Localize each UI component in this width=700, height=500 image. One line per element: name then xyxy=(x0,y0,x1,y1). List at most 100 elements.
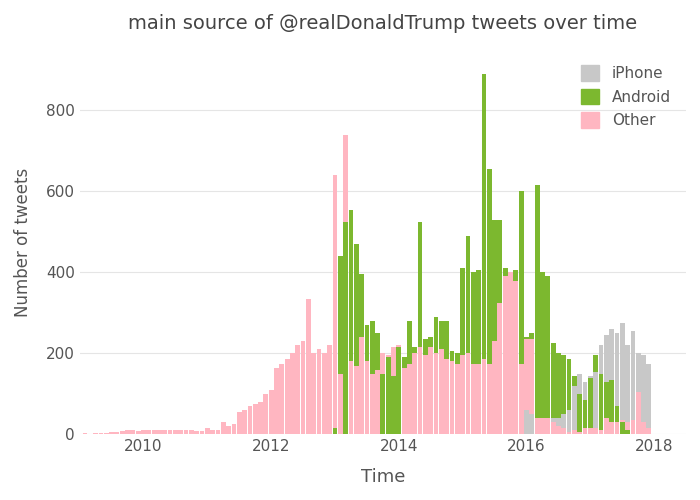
Bar xyxy=(178,430,183,434)
Bar xyxy=(290,354,295,434)
Bar xyxy=(402,358,407,434)
Bar xyxy=(237,412,242,434)
Bar xyxy=(125,430,130,434)
Bar xyxy=(221,422,225,434)
Bar xyxy=(396,348,401,434)
Bar xyxy=(162,430,167,434)
Bar xyxy=(322,354,327,434)
Bar xyxy=(588,378,593,434)
Bar xyxy=(449,362,454,434)
Bar xyxy=(242,410,247,434)
Bar xyxy=(349,210,354,434)
Bar xyxy=(588,376,593,434)
Bar xyxy=(582,382,587,434)
Bar xyxy=(631,331,636,434)
Bar xyxy=(598,430,603,434)
Bar xyxy=(582,400,587,434)
Bar xyxy=(540,418,545,434)
Bar xyxy=(503,268,507,434)
Bar xyxy=(609,380,614,434)
Bar xyxy=(449,352,454,434)
Bar xyxy=(434,354,438,434)
Bar xyxy=(551,422,556,434)
Bar xyxy=(130,430,135,434)
Bar xyxy=(434,317,438,434)
Bar xyxy=(561,428,566,434)
Bar xyxy=(83,433,88,434)
Bar xyxy=(519,192,524,434)
Legend: iPhone, Android, Other: iPhone, Android, Other xyxy=(573,58,678,136)
Bar xyxy=(152,430,157,434)
Bar xyxy=(529,333,534,434)
Bar xyxy=(631,420,636,434)
Bar xyxy=(620,422,624,434)
Bar xyxy=(146,430,151,434)
Title: main source of @realDonaldTrump tweets over time: main source of @realDonaldTrump tweets o… xyxy=(128,14,638,33)
Bar xyxy=(407,364,412,434)
Bar xyxy=(594,428,598,434)
Bar xyxy=(199,431,204,434)
Bar xyxy=(540,272,545,434)
Bar xyxy=(647,428,651,434)
Bar xyxy=(594,356,598,434)
Bar xyxy=(535,418,540,434)
Bar xyxy=(381,354,385,434)
Bar xyxy=(519,364,524,434)
Bar xyxy=(529,339,534,434)
Bar xyxy=(535,418,540,434)
Bar xyxy=(115,432,119,434)
Bar xyxy=(471,272,476,434)
Bar xyxy=(173,430,178,434)
Bar xyxy=(487,169,491,434)
Bar xyxy=(168,430,172,434)
Bar xyxy=(332,175,337,434)
Bar xyxy=(226,426,231,434)
Bar xyxy=(455,364,460,434)
Bar xyxy=(567,432,571,434)
Bar xyxy=(540,418,545,434)
Bar xyxy=(567,360,571,434)
Bar xyxy=(391,376,396,434)
Bar xyxy=(620,420,624,434)
Bar xyxy=(609,422,614,434)
Bar xyxy=(428,348,433,434)
Bar xyxy=(141,430,146,434)
Bar xyxy=(572,376,577,434)
Bar xyxy=(598,374,603,434)
Bar xyxy=(109,432,114,434)
Bar xyxy=(625,346,630,434)
Bar xyxy=(338,374,343,434)
Bar xyxy=(412,348,417,434)
Bar xyxy=(258,402,263,434)
Bar xyxy=(476,364,481,434)
Bar xyxy=(332,428,337,434)
Bar xyxy=(189,430,194,434)
Bar xyxy=(195,431,199,434)
Bar xyxy=(482,74,486,434)
Y-axis label: Number of tweets: Number of tweets xyxy=(14,168,32,316)
Bar xyxy=(402,368,407,434)
X-axis label: Time: Time xyxy=(360,468,405,486)
Bar xyxy=(545,418,550,434)
Bar xyxy=(93,432,98,434)
Bar xyxy=(572,430,577,434)
Bar xyxy=(466,354,470,434)
Bar xyxy=(492,341,497,434)
Bar xyxy=(444,321,449,434)
Bar xyxy=(482,360,486,434)
Bar xyxy=(349,362,354,434)
Bar xyxy=(604,335,609,434)
Bar xyxy=(551,344,556,434)
Bar xyxy=(609,329,614,434)
Bar xyxy=(625,430,630,434)
Bar xyxy=(461,268,465,434)
Bar xyxy=(354,366,358,434)
Bar xyxy=(598,346,603,434)
Bar xyxy=(604,382,609,434)
Bar xyxy=(248,406,252,434)
Bar xyxy=(514,280,518,434)
Bar xyxy=(487,364,491,434)
Bar xyxy=(594,372,598,434)
Bar xyxy=(556,418,561,434)
Bar xyxy=(269,390,274,434)
